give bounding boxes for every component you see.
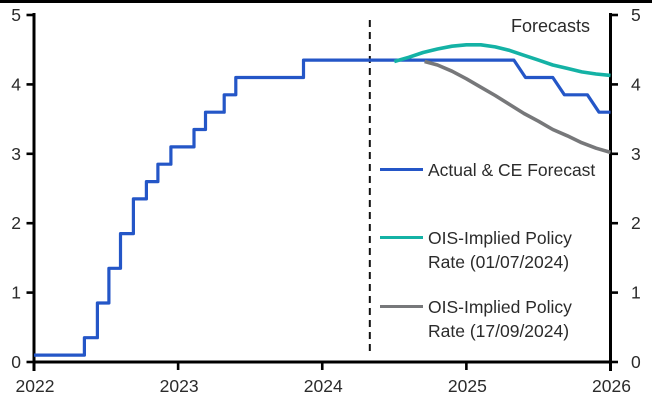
y-tick-label-right: 5 [631, 5, 641, 25]
y-tick-label-left: 0 [11, 352, 21, 372]
x-tick-label: 2026 [592, 376, 631, 396]
ois-jul-2024-line-swatch [380, 236, 423, 239]
x-tick-label: 2023 [160, 376, 199, 396]
series-line-0 [34, 58, 611, 357]
y-tick-label-left: 3 [11, 144, 21, 164]
legend-item-ois-sep-2024: OIS-Implied Policy Rate (17/09/2024) [380, 295, 572, 343]
x-tick-label: 2022 [16, 376, 55, 396]
y-tick-label-left: 5 [11, 5, 21, 25]
legend-label: OIS-Implied Policy Rate (17/09/2024) [428, 297, 572, 341]
y-tick-label-left: 1 [11, 283, 21, 303]
x-tick-label: 2025 [448, 376, 487, 396]
y-tick-label-right: 1 [631, 283, 641, 303]
y-tick-label-right: 2 [631, 213, 641, 233]
legend-item-ois-jul-2024: OIS-Implied Policy Rate (01/07/2024) [380, 226, 572, 274]
legend-label: Actual & CE Forecast [428, 160, 596, 180]
y-tick-label-right: 4 [631, 74, 641, 94]
y-tick-label-left: 4 [11, 74, 21, 94]
actual-ce-forecast-line-swatch [380, 168, 423, 171]
legend-item-actual-ce-forecast: Actual & CE Forecast [380, 158, 595, 182]
y-tick-label-right: 3 [631, 144, 641, 164]
legend-label: OIS-Implied Policy Rate (01/07/2024) [428, 228, 572, 272]
y-tick-label-right: 0 [631, 352, 641, 372]
series-line-2 [424, 59, 612, 155]
series-line-1 [393, 42, 611, 78]
forecasts-annotation: Forecasts [511, 16, 591, 36]
y-tick-label-left: 2 [11, 213, 21, 233]
x-tick-label: 2024 [304, 376, 343, 396]
ois-sep-2024-line-swatch [380, 305, 423, 308]
